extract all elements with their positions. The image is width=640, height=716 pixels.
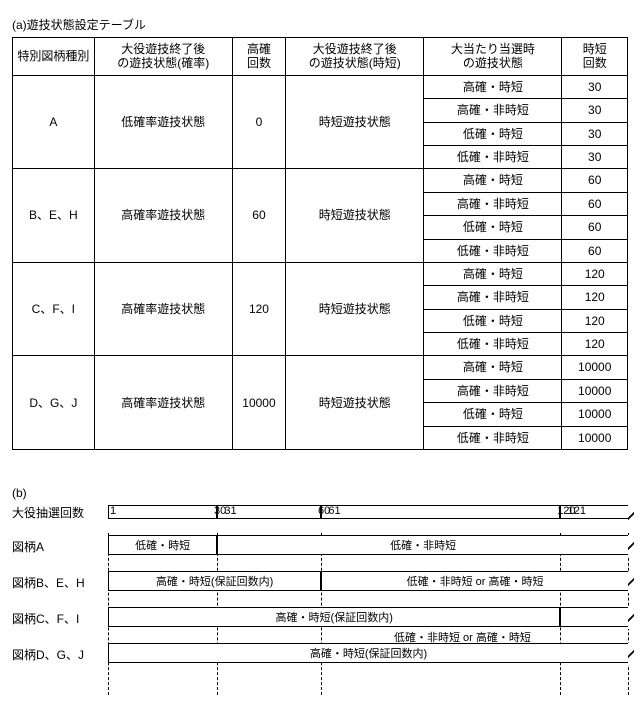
cell-win: 高確・時短 (424, 356, 562, 379)
col-after1: 大役遊技終了後 の遊技状態(確率) (94, 38, 232, 76)
cell-short: 30 (562, 122, 628, 145)
cell-short: 10000 (562, 426, 628, 449)
cell-short: 30 (562, 75, 628, 98)
cell-short: 10000 (562, 403, 628, 426)
col-count1: 高確 回数 (232, 38, 285, 76)
timeline-area: 高確・時短(保証回数内)低確・非時短 or 高確・時短 (108, 607, 628, 629)
timeline-row: 図柄C、F、I高確・時短(保証回数内)低確・非時短 or 高確・時短 (12, 607, 628, 629)
col-type: 特別図柄種別 (13, 38, 95, 76)
cell-short: 10000 (562, 356, 628, 379)
cell-win: 低確・時短 (424, 403, 562, 426)
axis-tick: 31 (224, 505, 236, 517)
cell-type: D、G、J (13, 356, 95, 450)
cell-type: A (13, 75, 95, 169)
timeline-segment (560, 607, 628, 627)
cell-after-prob: 高確率遊技状態 (94, 169, 232, 263)
cell-after-short: 時短遊技状態 (286, 75, 424, 169)
cell-win: 低確・時短 (424, 309, 562, 332)
timeline-segment: 高確・時短(保証回数内) (108, 643, 628, 663)
cell-short: 10000 (562, 379, 628, 402)
axis-tick: 61 (328, 505, 340, 517)
cell-short: 120 (562, 262, 628, 285)
timeline-row-label: 図柄C、F、I (12, 610, 108, 627)
section-b-title: (b) (12, 486, 628, 500)
cell-type: B、E、H (13, 169, 95, 263)
axis-tick: 121 (568, 505, 586, 517)
timeline-row: 図柄D、G、J高確・時短(保証回数内) (12, 643, 628, 665)
cell-after-short: 時短遊技状態 (286, 169, 424, 263)
cell-win: 低確・非時短 (424, 333, 562, 356)
timeline-segment: 低確・時短 (108, 535, 217, 555)
cell-short: 120 (562, 309, 628, 332)
cell-win: 低確・非時短 (424, 145, 562, 168)
axis-segment (108, 505, 217, 519)
cell-win: 低確・時短 (424, 122, 562, 145)
table-row: B、E、H高確率遊技状態60時短遊技状態高確・時短60 (13, 169, 628, 192)
cell-win: 高確・非時短 (424, 99, 562, 122)
timeline-area: 高確・時短(保証回数内)低確・非時短 or 高確・時短 (108, 571, 628, 593)
cell-after-short: 時短遊技状態 (286, 356, 424, 450)
cell-high-count: 10000 (232, 356, 285, 450)
timeline-segment: 低確・非時短 or 高確・時短 (321, 571, 628, 591)
cell-high-count: 120 (232, 262, 285, 356)
cell-win: 高確・非時短 (424, 286, 562, 309)
cell-short: 30 (562, 99, 628, 122)
cell-short: 60 (562, 192, 628, 215)
cell-high-count: 60 (232, 169, 285, 263)
timeline-segment: 低確・非時短 (217, 535, 628, 555)
table-row: D、G、J高確率遊技状態10000時短遊技状態高確・時短10000 (13, 356, 628, 379)
timeline-area: 低確・時短低確・非時短 (108, 535, 628, 557)
cell-win: 高確・非時短 (424, 192, 562, 215)
axis-area: 130316061120121 (108, 505, 628, 521)
state-table: 特別図柄種別 大役遊技終了後 の遊技状態(確率) 高確 回数 大役遊技終了後 の… (12, 37, 628, 450)
cell-after-prob: 高確率遊技状態 (94, 356, 232, 450)
cell-short: 30 (562, 145, 628, 168)
timeline-segment: 高確・時短(保証回数内) (108, 607, 560, 627)
col-win: 大当たり当選時 の遊技状態 (424, 38, 562, 76)
axis-row: 大役抽選回数 130316061120121 (12, 504, 628, 521)
cell-high-count: 0 (232, 75, 285, 169)
cell-short: 60 (562, 169, 628, 192)
cell-short: 60 (562, 239, 628, 262)
cell-after-prob: 低確率遊技状態 (94, 75, 232, 169)
cell-win: 低確・非時短 (424, 239, 562, 262)
timeline-row: 図柄B、E、H高確・時短(保証回数内)低確・非時短 or 高確・時短 (12, 571, 628, 593)
section-a-title: (a)遊技状態設定テーブル (12, 16, 628, 33)
timeline-row-label: 図柄A (12, 538, 108, 555)
cell-after-prob: 高確率遊技状態 (94, 262, 232, 356)
cell-type: C、F、I (13, 262, 95, 356)
table-row: C、F、I高確率遊技状態120時短遊技状態高確・時短120 (13, 262, 628, 285)
cell-short: 120 (562, 333, 628, 356)
col-after2: 大役遊技終了後 の遊技状態(時短) (286, 38, 424, 76)
cell-win: 高確・非時短 (424, 379, 562, 402)
cell-win: 高確・時短 (424, 169, 562, 192)
timeline-area: 高確・時短(保証回数内) (108, 643, 628, 665)
timeline-segment: 高確・時短(保証回数内) (108, 571, 321, 591)
col-count2: 時短 回数 (562, 38, 628, 76)
cell-short: 120 (562, 286, 628, 309)
timeline-row: 図柄A低確・時短低確・非時短 (12, 535, 628, 557)
cell-win: 低確・非時短 (424, 426, 562, 449)
timeline-row-label: 図柄B、E、H (12, 574, 108, 591)
cell-win: 低確・時短 (424, 216, 562, 239)
cell-after-short: 時短遊技状態 (286, 262, 424, 356)
axis-segment (321, 505, 560, 519)
axis-tick: 1 (110, 505, 116, 517)
cell-short: 60 (562, 216, 628, 239)
cell-win: 高確・時短 (424, 262, 562, 285)
cell-win: 高確・時短 (424, 75, 562, 98)
table-header-row: 特別図柄種別 大役遊技終了後 の遊技状態(確率) 高確 回数 大役遊技終了後 の… (13, 38, 628, 76)
timeline-row-label: 図柄D、G、J (12, 646, 108, 663)
axis-label: 大役抽選回数 (12, 504, 108, 521)
table-row: A低確率遊技状態0時短遊技状態高確・時短30 (13, 75, 628, 98)
